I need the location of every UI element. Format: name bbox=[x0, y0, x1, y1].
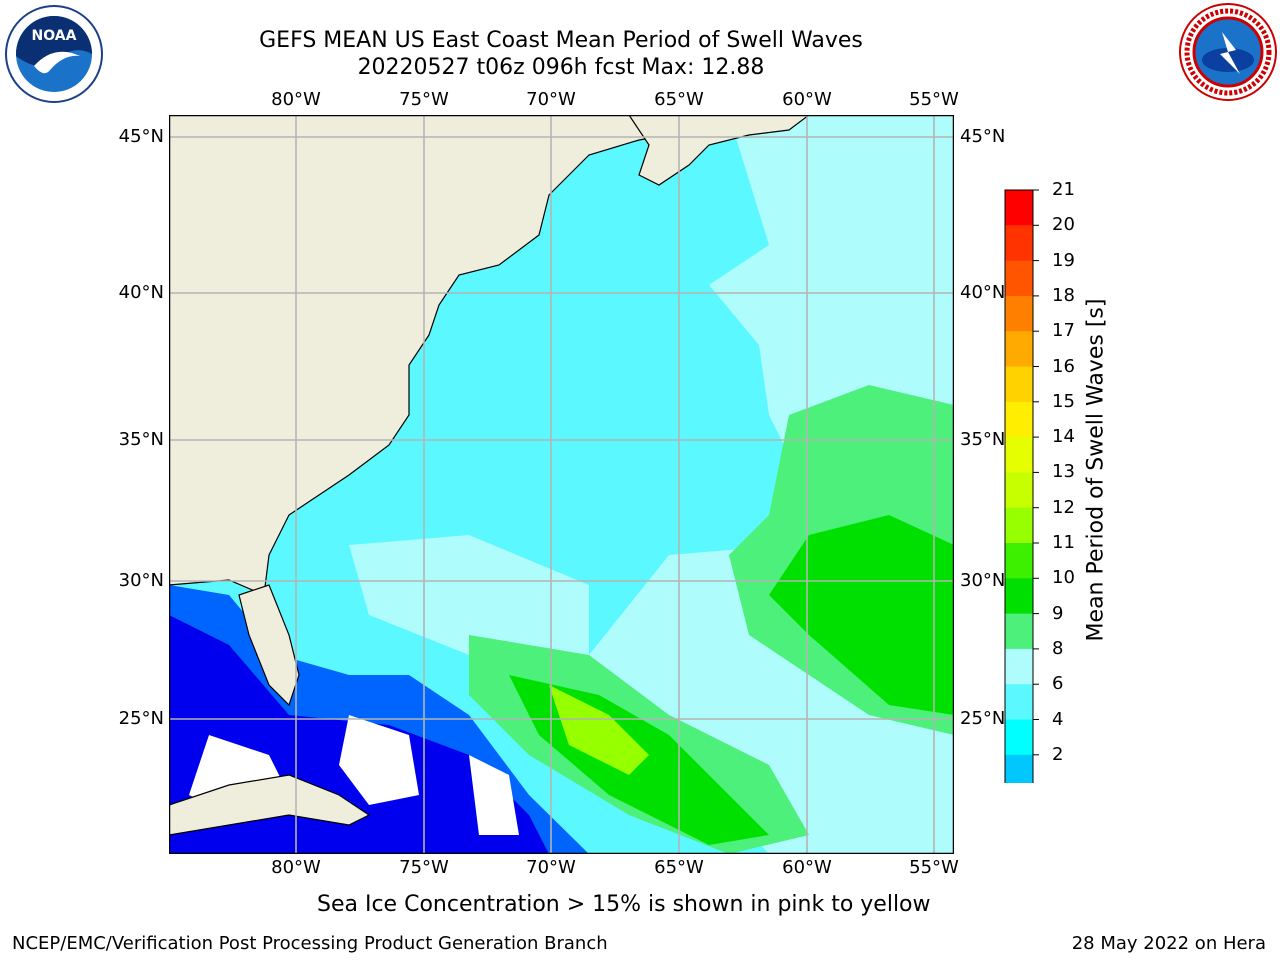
lon-label-top: 75°W bbox=[399, 89, 449, 110]
lat-label-right: 30°N bbox=[960, 570, 1006, 591]
map-frame bbox=[169, 115, 954, 854]
colorbar-segment bbox=[1005, 507, 1033, 544]
lat-label-left: 40°N bbox=[118, 282, 164, 303]
colorbar-tick-label: 6 bbox=[1052, 673, 1064, 695]
colorbar-tick-label: 4 bbox=[1052, 708, 1064, 730]
lat-label-right: 35°N bbox=[960, 429, 1006, 450]
land-canada bbox=[628, 115, 810, 186]
lon-label-bottom: 60°W bbox=[782, 857, 832, 878]
lat-label-right: 45°N bbox=[960, 126, 1006, 147]
zone-max bbox=[549, 685, 649, 775]
lat-label-left: 45°N bbox=[118, 126, 164, 147]
lon-label-top: 80°W bbox=[271, 89, 321, 110]
colorbar-tick-label: 19 bbox=[1052, 249, 1075, 271]
lat-label-left: 25°N bbox=[118, 708, 164, 729]
lat-label-right: 25°N bbox=[960, 708, 1006, 729]
colorbar-segment bbox=[1005, 684, 1033, 720]
colorbar-segment bbox=[1005, 613, 1033, 650]
colorbar-segment bbox=[1005, 648, 1033, 685]
map-panel bbox=[169, 115, 954, 854]
footer-date: 28 May 2022 on Hera bbox=[1071, 933, 1266, 954]
colorbar-tick-label: 15 bbox=[1052, 390, 1075, 412]
colorbar-tick-label: 2 bbox=[1052, 743, 1064, 765]
lon-label-bottom: 75°W bbox=[399, 857, 449, 878]
noaa-logo-text: NOAA bbox=[32, 28, 77, 44]
colorbar-tick-label: 21 bbox=[1052, 179, 1075, 200]
noaa-logo: NOAA bbox=[5, 5, 103, 103]
chart-subtitle: 20220527 t06z 096h fcst Max: 12.88 bbox=[357, 55, 765, 80]
graticule bbox=[169, 115, 954, 854]
lat-label-right: 40°N bbox=[960, 282, 1006, 303]
lat-label-left: 35°N bbox=[118, 429, 164, 450]
colorbar-segment bbox=[1005, 331, 1033, 367]
colorbar-segment bbox=[1005, 401, 1033, 438]
land-florida bbox=[238, 584, 300, 707]
colorbar-tick-label: 14 bbox=[1052, 426, 1075, 448]
lon-label-bottom: 65°W bbox=[654, 857, 704, 878]
colorbar-segment bbox=[1005, 754, 1033, 783]
lat-label-left: 30°N bbox=[118, 570, 164, 591]
colorbar bbox=[1004, 189, 1039, 783]
land-east-us bbox=[169, 115, 690, 596]
swell-period-map bbox=[169, 115, 954, 854]
lon-label-top: 70°W bbox=[526, 89, 576, 110]
lon-label-top: 60°W bbox=[782, 89, 832, 110]
lon-label-bottom: 70°W bbox=[526, 857, 576, 878]
nws-logo bbox=[1179, 3, 1277, 101]
colorbar-segment bbox=[1005, 260, 1033, 297]
footer-credit: NCEP/EMC/Verification Post Processing Pr… bbox=[12, 933, 608, 954]
colorbar-segment bbox=[1005, 543, 1033, 579]
lon-label-bottom: 55°W bbox=[909, 857, 959, 878]
land-cuba bbox=[169, 774, 371, 836]
zone-nodata-2 bbox=[339, 715, 419, 805]
colorbar-tick-label: 16 bbox=[1052, 355, 1075, 377]
colorbar-tick-label: 17 bbox=[1052, 320, 1075, 342]
colorbar-tick-label: 9 bbox=[1052, 602, 1064, 624]
colorbar-segment bbox=[1005, 295, 1033, 332]
colorbar-segment bbox=[1005, 472, 1033, 509]
colorbar-segment bbox=[1005, 366, 1033, 403]
colorbar-label: Mean Period of Swell Waves [s] bbox=[1083, 298, 1109, 642]
colorbar-segment bbox=[1005, 190, 1033, 226]
lon-label-bottom: 80°W bbox=[271, 857, 321, 878]
chart-title: GEFS MEAN US East Coast Mean Period of S… bbox=[259, 28, 863, 53]
colorbar-tick-label: 20 bbox=[1052, 214, 1075, 236]
colorbar-tick-label: 11 bbox=[1052, 532, 1075, 553]
colorbar-segment bbox=[1005, 225, 1033, 262]
colorbar-segment bbox=[1005, 437, 1033, 473]
zone-nodata-3 bbox=[469, 755, 519, 835]
colorbar-tick-label: 18 bbox=[1052, 284, 1075, 306]
colorbar-segment bbox=[1005, 719, 1033, 756]
colorbar-tick-label: 12 bbox=[1052, 496, 1075, 518]
colorbar-tick-label: 13 bbox=[1052, 461, 1075, 483]
zone-bright-east bbox=[769, 515, 954, 715]
lon-label-top: 65°W bbox=[654, 89, 704, 110]
sea-ice-note: Sea Ice Concentration > 15% is shown in … bbox=[317, 892, 931, 917]
colorbar-tick-label: 10 bbox=[1052, 567, 1075, 589]
colorbar-segment bbox=[1005, 578, 1033, 615]
zone-light-mid bbox=[349, 535, 589, 675]
lon-label-top: 55°W bbox=[909, 89, 959, 110]
colorbar-tick-label: 8 bbox=[1052, 637, 1064, 659]
